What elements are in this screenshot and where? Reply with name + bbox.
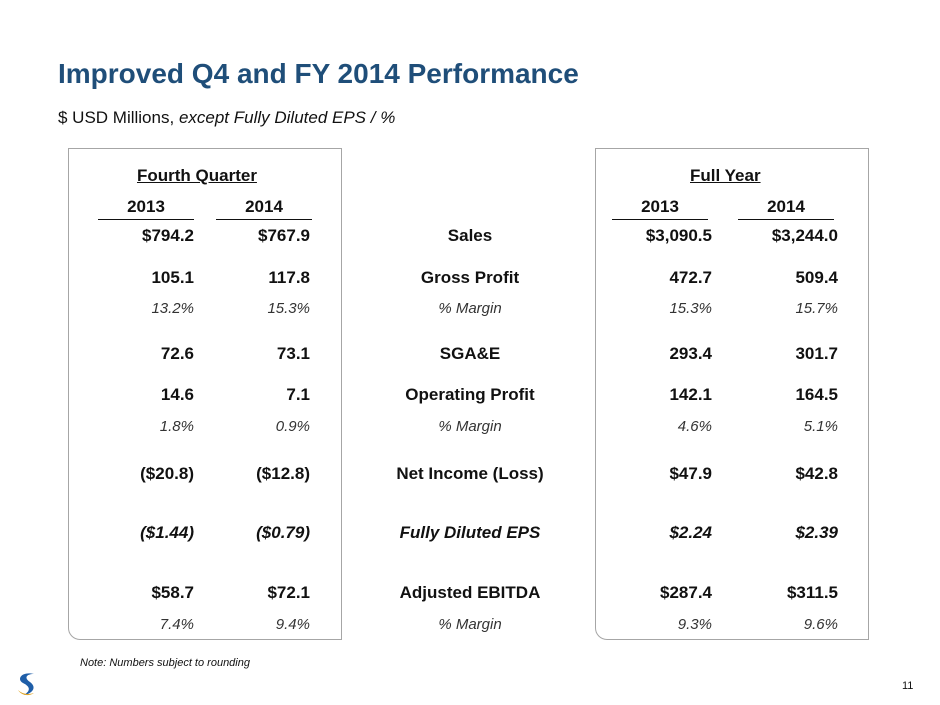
cell-q2013: 7.4% bbox=[159, 616, 194, 633]
fourth-quarter-panel bbox=[68, 148, 342, 640]
cell-fy2013: 142.1 bbox=[669, 385, 712, 404]
cell-q2013: ($1.44) bbox=[140, 523, 194, 542]
row-label: % Margin bbox=[438, 616, 502, 633]
cell-fy2013: $47.9 bbox=[669, 464, 712, 483]
cell-fy2014: 164.5 bbox=[795, 385, 838, 404]
row-label: Fully Diluted EPS bbox=[399, 523, 541, 542]
cell-q2013: $794.2 bbox=[142, 226, 194, 245]
subtitle-prefix: $ USD Millions, bbox=[58, 108, 175, 127]
cell-fy2013: 4.6% bbox=[677, 418, 712, 435]
row-label: % Margin bbox=[438, 418, 502, 435]
cell-q2014: 117.8 bbox=[268, 268, 310, 287]
q4-year-2014: 2014 bbox=[216, 197, 312, 220]
cell-q2013: 1.8% bbox=[159, 418, 194, 435]
cell-q2014: ($0.79) bbox=[256, 523, 310, 542]
row-label: Operating Profit bbox=[405, 385, 535, 404]
fourth-quarter-heading: Fourth Quarter bbox=[137, 166, 257, 185]
cell-q2014: 9.4% bbox=[275, 616, 310, 633]
row-label: Adjusted EBITDA bbox=[399, 583, 541, 602]
page-title: Improved Q4 and FY 2014 Performance bbox=[58, 58, 579, 89]
cell-fy2014: 9.6% bbox=[803, 616, 838, 633]
row-label: Gross Profit bbox=[420, 268, 520, 287]
cell-q2014: 0.9% bbox=[275, 418, 310, 435]
cell-fy2014: 5.1% bbox=[803, 418, 838, 435]
cell-fy2014: 509.4 bbox=[795, 268, 838, 287]
cell-fy2014: $42.8 bbox=[795, 464, 838, 483]
company-logo-icon bbox=[18, 673, 34, 696]
q4-year-2013: 2013 bbox=[98, 197, 194, 220]
page-number: 11 bbox=[902, 680, 914, 692]
cell-fy2014: 301.7 bbox=[795, 344, 838, 363]
cell-q2013: 14.6 bbox=[160, 385, 194, 404]
page-subtitle: $ USD Millions, except Fully Diluted EPS… bbox=[58, 108, 395, 128]
cell-q2014: $767.9 bbox=[258, 226, 310, 245]
cell-fy2013: $2.24 bbox=[669, 523, 712, 542]
cell-q2014: 15.3% bbox=[267, 300, 310, 317]
cell-fy2014: $2.39 bbox=[795, 523, 838, 542]
cell-fy2013: $3,090.5 bbox=[645, 226, 712, 245]
row-label: Sales bbox=[447, 226, 493, 245]
cell-fy2014: 15.7% bbox=[795, 300, 838, 317]
cell-fy2013: 15.3% bbox=[669, 300, 712, 317]
cell-q2013: 105.1 bbox=[151, 268, 194, 287]
fy-year-2014: 2014 bbox=[738, 197, 834, 220]
full-year-heading: Full Year bbox=[690, 166, 761, 185]
subtitle-italic: except Fully Diluted EPS / % bbox=[178, 108, 396, 127]
cell-q2014: 7.1 bbox=[286, 385, 310, 404]
cell-q2013: 72.6 bbox=[160, 344, 194, 363]
cell-q2014: 73.1 bbox=[276, 344, 310, 363]
cell-fy2013: 9.3% bbox=[677, 616, 712, 633]
cell-q2013: ($20.8) bbox=[140, 464, 194, 483]
cell-fy2013: $287.4 bbox=[660, 583, 712, 602]
cell-q2014: $72.1 bbox=[267, 583, 310, 602]
cell-fy2014: $311.5 bbox=[786, 583, 838, 602]
row-label: SGA&E bbox=[439, 344, 501, 363]
cell-fy2013: 472.7 bbox=[669, 268, 712, 287]
footnote: Note: Numbers subject to rounding bbox=[80, 657, 250, 669]
cell-q2014: ($12.8) bbox=[256, 464, 310, 483]
cell-fy2013: 293.4 bbox=[669, 344, 712, 363]
cell-q2013: $58.7 bbox=[151, 583, 194, 602]
full-year-panel bbox=[595, 148, 869, 640]
cell-fy2014: $3,244.0 bbox=[771, 226, 838, 245]
cell-q2013: 13.2% bbox=[151, 300, 194, 317]
fy-year-2013: 2013 bbox=[612, 197, 708, 220]
row-label: Net Income (Loss) bbox=[396, 464, 544, 483]
row-label: % Margin bbox=[438, 300, 502, 317]
